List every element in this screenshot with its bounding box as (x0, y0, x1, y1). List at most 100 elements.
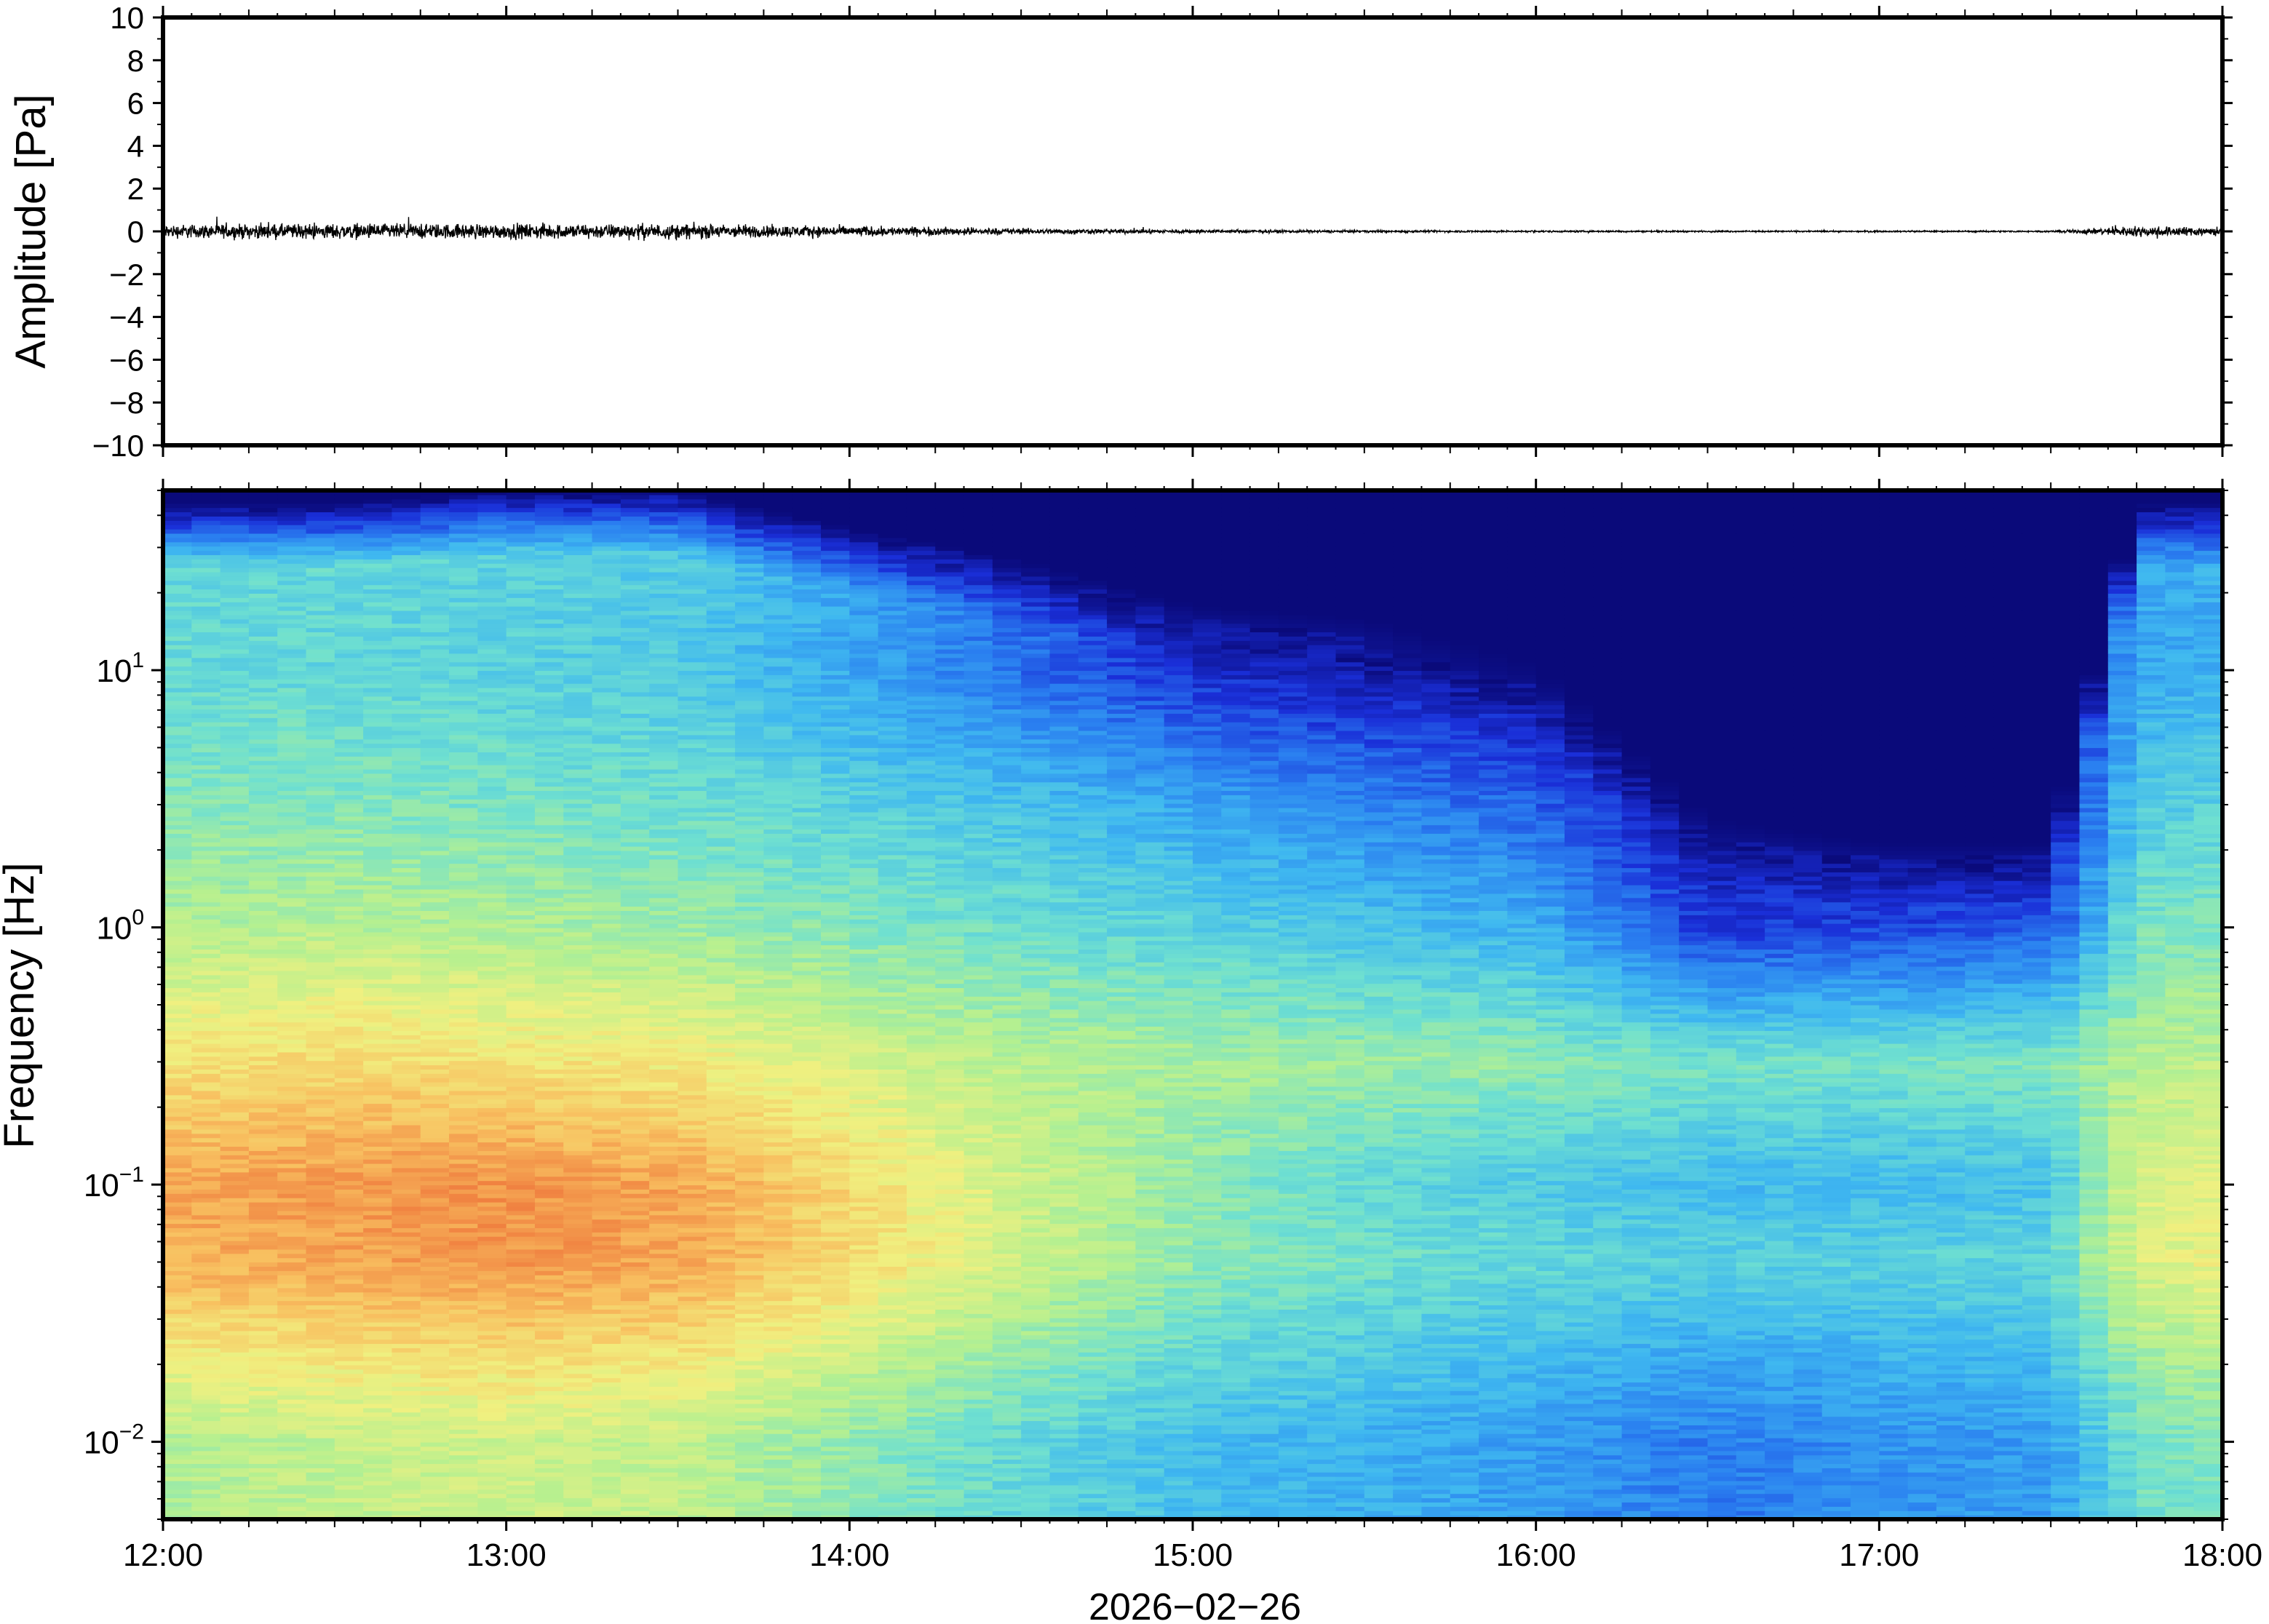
spectrogram-cell (706, 722, 736, 727)
spectrogram-cell (706, 1459, 736, 1465)
spectrogram-cell (677, 1412, 707, 1417)
spectrogram-cell (392, 657, 421, 663)
spectrogram-cell (277, 1039, 307, 1044)
spectrogram-cell (420, 734, 450, 740)
spectrogram-cell (220, 820, 250, 826)
spectrogram-cell (620, 1472, 650, 1477)
spectrogram-cell (420, 867, 450, 872)
spectrogram-cell (306, 1142, 335, 1147)
spectrogram-cell (334, 1206, 364, 1211)
spectrogram-cell (449, 1313, 478, 1318)
spectrogram-cell (191, 546, 221, 552)
spectrogram-cell (277, 816, 307, 821)
spectrogram-cell (392, 597, 421, 602)
spectrogram-cell (163, 803, 192, 808)
spectrogram-cell (191, 688, 221, 693)
spectrogram-cell (563, 1005, 593, 1010)
spectrogram-cell (277, 640, 307, 645)
spectrogram-cell (306, 1356, 335, 1361)
spectrogram-cell (277, 1472, 307, 1477)
spectrogram-cell (534, 992, 564, 997)
spectrogram-cell (649, 1369, 679, 1374)
spectrogram-cell (334, 1167, 364, 1173)
spectrogram-cell (706, 657, 736, 663)
spectrogram-cell (477, 507, 507, 513)
spectrogram-cell (363, 704, 393, 710)
spectrogram-cell (449, 1253, 478, 1259)
spectrogram-cell (191, 888, 221, 894)
spectrogram-cell (649, 498, 679, 504)
spectrogram-cell (477, 1416, 507, 1422)
spectrogram-cell (477, 893, 507, 899)
spectrogram-cell (449, 1051, 478, 1057)
spectrogram-cell (649, 1241, 679, 1246)
spectrogram-cell (534, 1241, 564, 1246)
spectrogram-cell (563, 795, 593, 800)
spectrogram-cell (449, 1433, 478, 1438)
spectrogram-cell (649, 610, 679, 616)
spectrogram-cell (277, 1099, 307, 1104)
spectrogram-cell (220, 1146, 250, 1151)
spectrogram-cell (592, 1103, 621, 1108)
spectrogram-cell (163, 893, 192, 899)
spectrogram-cell (477, 1227, 507, 1233)
spectrogram-cell (649, 1236, 679, 1241)
spectrogram-cell (563, 820, 593, 826)
spectrogram-cell (191, 949, 221, 954)
spectrogram-cell (649, 717, 679, 723)
spectrogram-cell (449, 700, 478, 706)
spectrogram-cell (592, 983, 621, 989)
spectrogram-cell (420, 1438, 450, 1443)
spectrogram-cell (649, 580, 679, 586)
spectrogram-cell (163, 1253, 192, 1259)
spectrogram-cell (306, 1064, 335, 1070)
spectrogram-cell (449, 906, 478, 911)
spectrogram-cell (477, 683, 507, 688)
spectrogram-cell (220, 1099, 250, 1104)
spectrogram-cell (334, 1395, 364, 1400)
spectrogram-cell (649, 623, 679, 629)
spectrogram-cell (534, 854, 564, 860)
spectrogram-cell (334, 983, 364, 989)
spectrogram-cell (706, 584, 736, 590)
spectrogram-cell (506, 1257, 536, 1263)
spectrogram-cell (220, 1510, 250, 1516)
spectrogram-cell (306, 597, 335, 602)
spectrogram-cell (248, 974, 278, 980)
spectrogram-cell (392, 1163, 421, 1169)
spectrogram-cell (163, 1296, 192, 1302)
spectrogram-cell (248, 717, 278, 723)
spectrogram-cell (677, 1395, 707, 1400)
spectrogram-cell (677, 820, 707, 826)
spectrogram-cell (277, 645, 307, 650)
spectrogram-cell (477, 645, 507, 650)
spectrogram-cell (449, 1343, 478, 1348)
spectrogram-cell (277, 1399, 307, 1404)
spectrogram-cell (592, 525, 621, 530)
spectrogram-cell (620, 1395, 650, 1400)
spectrogram-cell (563, 1326, 593, 1332)
spectrogram-cell (506, 580, 536, 586)
spectrogram-cell (220, 1463, 250, 1468)
spectrogram-cell (477, 777, 507, 783)
spectrogram-cell (420, 1420, 450, 1425)
spectrogram-cell (220, 554, 250, 560)
spectrogram-cell (420, 859, 450, 864)
spectrogram-cell (334, 730, 364, 736)
spectrogram-cell (563, 1369, 593, 1374)
spectrogram-cell (277, 1206, 307, 1211)
spectrogram-cell (477, 679, 507, 684)
spectrogram-cell (191, 915, 221, 920)
spectrogram-cell (477, 589, 507, 594)
spectrogram-cell (706, 533, 736, 538)
spectrogram-cell (392, 610, 421, 616)
spectrogram-cell (449, 1171, 478, 1177)
spectrogram-cell (363, 1339, 393, 1345)
spectrogram-cell (677, 1287, 707, 1293)
spectrogram-cell (248, 1022, 278, 1027)
spectrogram-cell (592, 1180, 621, 1186)
spectrogram-cell (220, 915, 250, 920)
spectrogram-cell (563, 1356, 593, 1361)
spectrogram-cell (191, 636, 221, 641)
spectrogram-cell (334, 645, 364, 650)
